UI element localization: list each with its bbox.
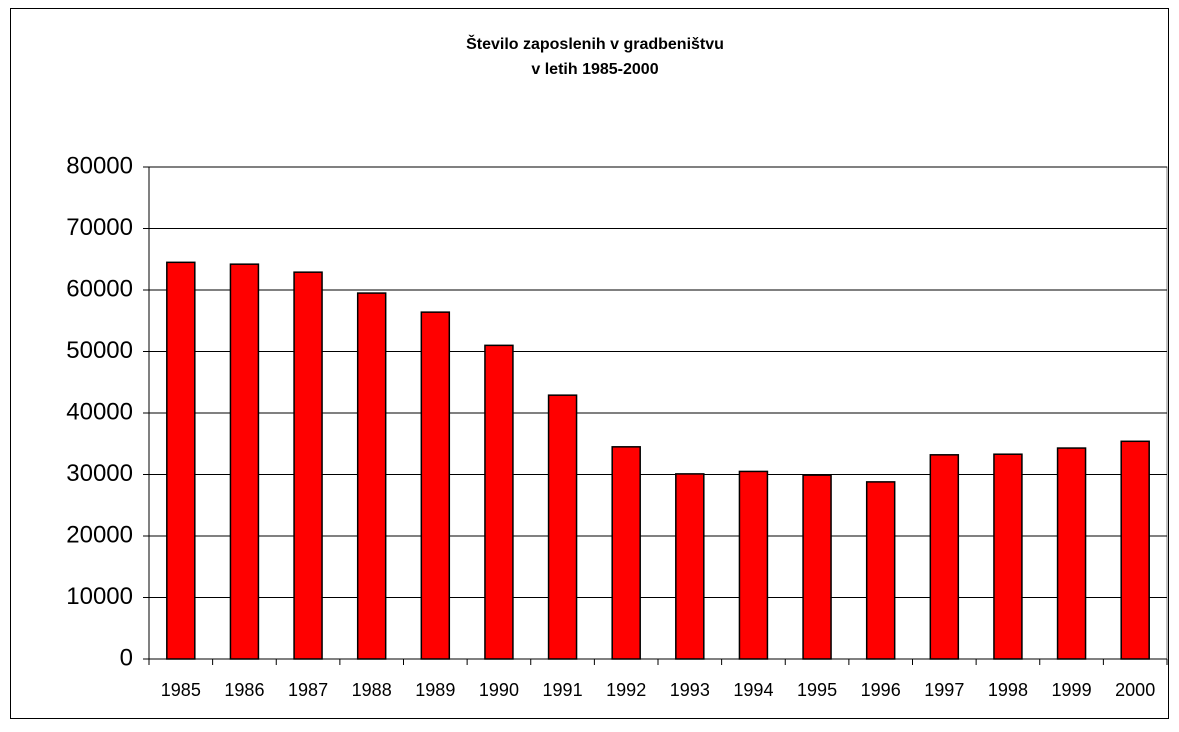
x-tick-label: 1994: [733, 680, 773, 700]
y-tick-label: 0: [120, 644, 133, 671]
bar: [1120, 440, 1150, 660]
x-tick-label: 1993: [670, 680, 710, 700]
bar: [611, 446, 641, 660]
bar: [1056, 447, 1087, 660]
x-tick-label: 1986: [224, 680, 264, 700]
bar: [229, 263, 260, 660]
x-tick-label: 1997: [924, 680, 964, 700]
x-tick-label: 2000: [1115, 680, 1155, 700]
bar: [293, 271, 323, 660]
x-tick-label: 1995: [797, 680, 837, 700]
bar: [166, 261, 196, 660]
bar: [356, 292, 387, 660]
x-tick-label: 1985: [161, 680, 201, 700]
bar: [993, 453, 1023, 660]
y-tick-label: 50000: [66, 337, 133, 364]
x-tick-label: 1988: [352, 680, 392, 700]
bar: [547, 394, 578, 660]
x-tick-label: 1991: [543, 680, 583, 700]
y-tick-label: 70000: [66, 214, 133, 241]
x-tick-label: 1996: [861, 680, 901, 700]
x-tick-label: 1992: [606, 680, 646, 700]
bar: [802, 474, 832, 660]
y-tick-label: 10000: [66, 583, 133, 610]
bar: [420, 311, 451, 660]
x-tick-label: 1987: [288, 680, 328, 700]
x-tick-label: 1998: [988, 680, 1028, 700]
x-tick-label: 1989: [415, 680, 455, 700]
y-tick-label: 20000: [66, 521, 133, 548]
bar: [929, 454, 960, 660]
y-tick-label: 40000: [66, 398, 133, 425]
chart-title: v letih 1985-2000: [531, 61, 658, 78]
chart-title: Število zaposlenih v gradbeništvu: [466, 34, 724, 53]
x-tick-label: 1990: [479, 680, 519, 700]
bar: [738, 470, 769, 660]
y-tick-label: 60000: [66, 275, 133, 302]
bar: [484, 344, 514, 660]
y-tick-label: 80000: [66, 152, 133, 179]
x-tick-label: 1999: [1052, 680, 1092, 700]
bar: [865, 481, 896, 660]
bar: [675, 473, 705, 660]
y-tick-label: 30000: [66, 460, 133, 487]
